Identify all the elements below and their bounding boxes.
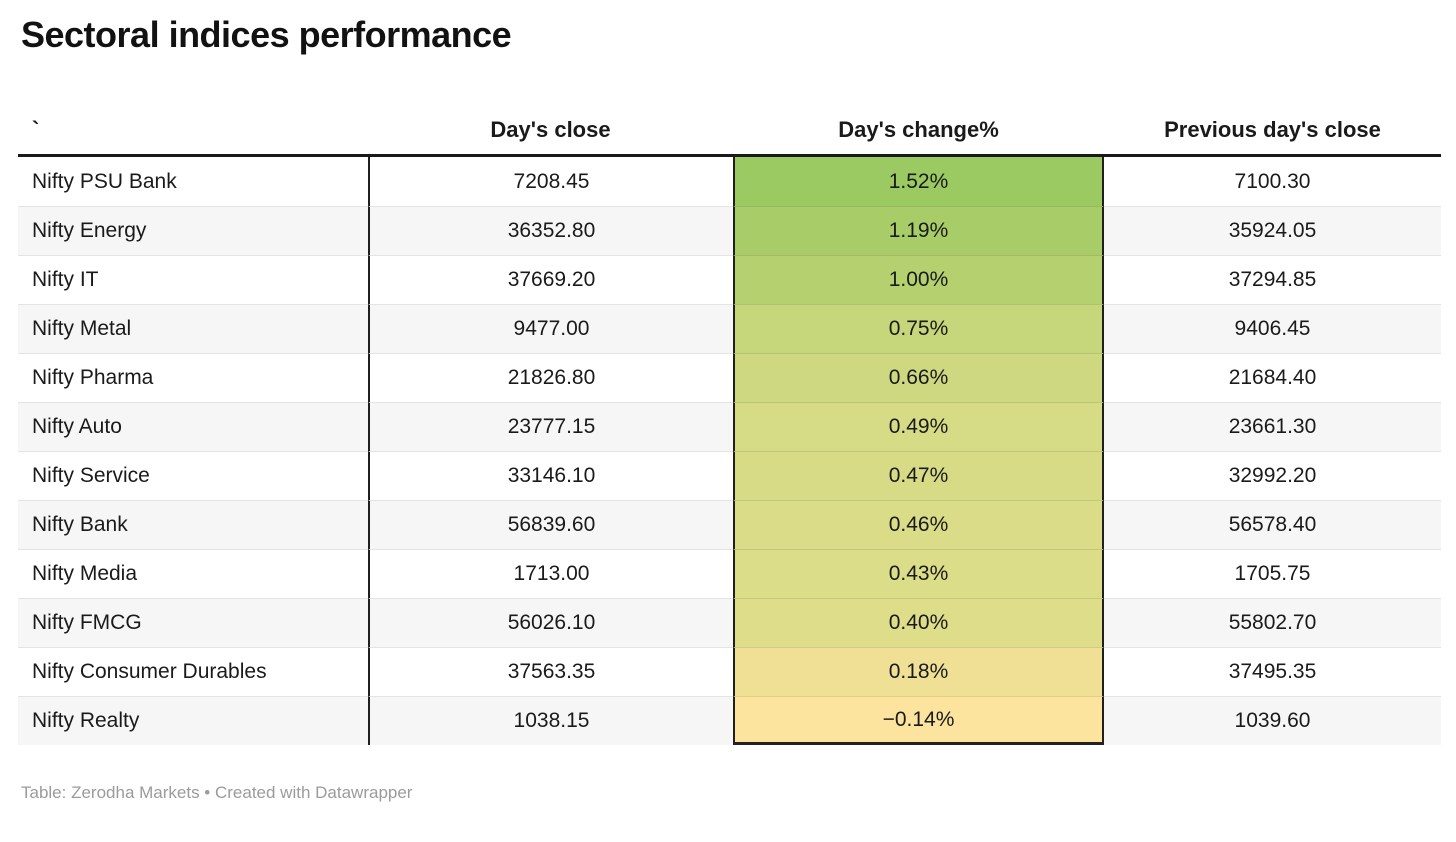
cell-days-close: 33146.10: [368, 451, 733, 500]
cell-days-change: 0.49%: [733, 402, 1104, 451]
cell-days-close: 37669.20: [368, 255, 733, 304]
table-footer: Table: Zerodha Markets • Created with Da…: [21, 783, 413, 802]
cell-index-name: Nifty Service: [18, 451, 368, 500]
cell-days-change: 1.52%: [733, 157, 1104, 206]
cell-previous-days-close: 35924.05: [1104, 206, 1441, 255]
cell-index-name: Nifty Realty: [18, 696, 368, 745]
table-row: Nifty Service 33146.10 0.47% 32992.20: [18, 451, 1441, 500]
cell-days-change: 0.75%: [733, 304, 1104, 353]
cell-days-close: 7208.45: [368, 157, 733, 206]
cell-days-close: 1713.00: [368, 549, 733, 598]
cell-days-change: −0.14%: [733, 696, 1104, 745]
cell-previous-days-close: 21684.40: [1104, 353, 1441, 402]
cell-previous-days-close: 1705.75: [1104, 549, 1441, 598]
cell-previous-days-close: 1039.60: [1104, 696, 1441, 745]
column-header-days-change: Day's change%: [838, 117, 999, 142]
cell-days-close: 9477.00: [368, 304, 733, 353]
cell-days-close: 56839.60: [368, 500, 733, 549]
column-header-previous-days-close: Previous day's close: [1164, 117, 1381, 142]
page-title: Sectoral indices performance: [21, 14, 512, 55]
cell-days-close: 56026.10: [368, 598, 733, 647]
table-row: Nifty Consumer Durables 37563.35 0.18% 3749…: [18, 647, 1441, 696]
cell-index-name: Nifty FMCG: [18, 598, 368, 647]
column-header-days-close: Day's close: [490, 117, 611, 142]
sectoral-indices-table: ` Day's close Day's change% Previous day…: [18, 56, 1441, 745]
cell-index-name: Nifty Energy: [18, 206, 368, 255]
cell-index-name: Nifty Metal: [18, 304, 368, 353]
cell-previous-days-close: 23661.30: [1104, 402, 1441, 451]
cell-days-change: 1.19%: [733, 206, 1104, 255]
table-row: Nifty IT 37669.20 1.00% 37294.85: [18, 255, 1441, 304]
column-header-index: `: [32, 117, 40, 142]
cell-days-change: 0.46%: [733, 500, 1104, 549]
cell-previous-days-close: 37495.35: [1104, 647, 1441, 696]
cell-index-name: Nifty Auto: [18, 402, 368, 451]
cell-days-close: 1038.15: [368, 696, 733, 745]
cell-index-name: Nifty Pharma: [18, 353, 368, 402]
table-row: Nifty Realty 1038.15 −0.14% 1039.60: [18, 696, 1441, 745]
cell-index-name: Nifty PSU Bank: [32, 169, 177, 193]
cell-days-change: 1.00%: [733, 255, 1104, 304]
cell-days-close: 21826.80: [368, 353, 733, 402]
table-row: Nifty Metal 9477.00 0.75% 9406.45: [18, 304, 1441, 353]
cell-index-name: Nifty IT: [18, 255, 368, 304]
cell-previous-days-close: 7100.30: [1234, 169, 1311, 193]
table-row: Nifty Media 1713.00 0.43% 1705.75: [18, 549, 1441, 598]
cell-days-change: 0.18%: [733, 647, 1104, 696]
cell-previous-days-close: 32992.20: [1104, 451, 1441, 500]
cell-index-name: Nifty Media: [18, 549, 368, 598]
cell-previous-days-close: 56578.40: [1104, 500, 1441, 549]
table-row: Nifty PSU Bank 7208.45 1.52% 7100.30: [18, 157, 1441, 206]
cell-index-name: Nifty Consumer Durables: [18, 647, 368, 696]
table-row: Nifty Energy 36352.80 1.19% 35924.05: [18, 206, 1441, 255]
cell-days-close: 37563.35: [368, 647, 733, 696]
table-row: Nifty Auto 23777.15 0.49% 23661.30: [18, 402, 1441, 451]
cell-days-close: 36352.80: [368, 206, 733, 255]
table-body: Nifty PSU Bank 7208.45 1.52% 7100.30 Nifty E…: [18, 157, 1441, 745]
cell-previous-days-close: 55802.70: [1104, 598, 1441, 647]
cell-previous-days-close: 9406.45: [1104, 304, 1441, 353]
table-header-row: ` Day's close Day's change% Previous day…: [18, 56, 1441, 157]
cell-index-name: Nifty Bank: [18, 500, 368, 549]
table-row: Nifty FMCG 56026.10 0.40% 55802.70: [18, 598, 1441, 647]
table-row: Nifty Bank 56839.60 0.46% 56578.40: [18, 500, 1441, 549]
cell-previous-days-close: 37294.85: [1104, 255, 1441, 304]
cell-days-change: 0.40%: [733, 598, 1104, 647]
table-row: Nifty Pharma 21826.80 0.66% 21684.40: [18, 353, 1441, 402]
cell-days-change: 0.66%: [733, 353, 1104, 402]
cell-days-change: 0.47%: [733, 451, 1104, 500]
cell-days-close: 23777.15: [368, 402, 733, 451]
cell-days-change: 0.43%: [733, 549, 1104, 598]
